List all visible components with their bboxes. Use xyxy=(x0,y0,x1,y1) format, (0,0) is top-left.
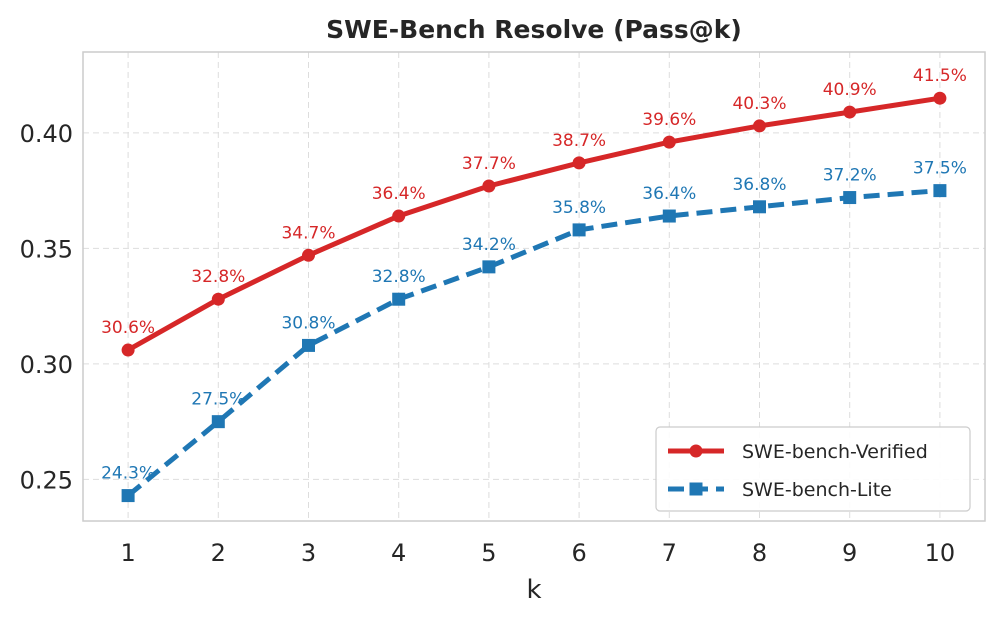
data-point xyxy=(121,343,135,357)
x-tick-label: 7 xyxy=(662,539,677,567)
data-labels: 30.6% 32.8% 34.7% 36.4% 37.7% 38.7% 39.6% 40.3%… xyxy=(101,66,967,483)
data-label: 41.5% xyxy=(913,66,967,86)
chart-title: SWE-Bench Resolve (Pass@k) xyxy=(326,15,742,44)
y-tick-label: 0.35 xyxy=(20,235,73,263)
x-tick-label: 6 xyxy=(571,539,586,567)
data-point xyxy=(482,260,496,274)
x-axis-label: k xyxy=(526,575,541,605)
data-label: 32.8% xyxy=(191,267,245,287)
data-label: 30.8% xyxy=(281,313,335,333)
data-label: 27.5% xyxy=(191,390,245,410)
data-label: 40.9% xyxy=(823,80,877,100)
x-tick-label: 5 xyxy=(481,539,496,567)
data-label: 36.8% xyxy=(732,175,786,195)
data-point xyxy=(121,489,135,503)
data-point xyxy=(572,223,586,237)
data-point xyxy=(482,179,496,193)
data-point xyxy=(211,415,225,429)
data-label: 32.8% xyxy=(372,267,426,287)
data-label: 37.5% xyxy=(913,159,967,179)
x-tick-label: 2 xyxy=(211,539,226,567)
legend-marker xyxy=(689,482,703,496)
data-point xyxy=(662,209,676,223)
y-tick-label: 0.25 xyxy=(20,466,73,494)
series-line-swe-bench-verified xyxy=(126,95,941,353)
data-point xyxy=(843,105,857,119)
data-point xyxy=(843,191,857,205)
data-label: 37.2% xyxy=(823,166,877,186)
data-label: 40.3% xyxy=(732,94,786,114)
data-point xyxy=(572,156,586,170)
y-tick-label: 0.30 xyxy=(20,351,73,379)
x-tick-label: 1 xyxy=(120,539,135,567)
data-point xyxy=(302,338,315,352)
legend-box xyxy=(655,426,971,512)
x-tick-label: 8 xyxy=(752,539,767,567)
data-point xyxy=(662,135,676,149)
x-tick-label: 3 xyxy=(301,539,316,567)
y-tick-label: 0.40 xyxy=(20,120,73,148)
series-line-swe-bench-lite xyxy=(126,188,941,498)
legend-label: SWE-bench-Verified xyxy=(742,441,928,463)
legend-marker xyxy=(689,444,703,458)
x-tick-label: 10 xyxy=(925,539,956,567)
data-label: 34.7% xyxy=(281,223,335,243)
data-point xyxy=(392,292,406,306)
data-point xyxy=(753,119,766,133)
data-point xyxy=(933,91,947,105)
data-label: 37.7% xyxy=(462,154,516,174)
legend-label: SWE-bench-Lite xyxy=(742,479,892,501)
data-label: 35.8% xyxy=(552,198,606,218)
data-point xyxy=(211,292,225,306)
axis-ticks: 1 2 3 4 5 6 7 8 9 10 0.25 0.30 0.35 0.40 xyxy=(20,120,956,567)
x-tick-label: 9 xyxy=(842,539,857,567)
data-label: 30.6% xyxy=(101,318,155,338)
series-layer xyxy=(121,91,947,503)
data-point xyxy=(392,209,406,223)
data-label: 36.4% xyxy=(372,184,426,204)
data-label: 38.7% xyxy=(552,131,606,151)
legend: SWE-bench-Verified SWE-bench-Lite xyxy=(655,426,971,512)
data-label: 39.6% xyxy=(642,110,696,130)
data-label: 34.2% xyxy=(462,235,516,255)
data-label: 24.3% xyxy=(101,464,155,484)
data-point xyxy=(933,184,947,198)
plot-frame xyxy=(82,51,986,522)
data-label: 36.4% xyxy=(642,184,696,204)
data-point xyxy=(302,248,315,262)
x-tick-label: 4 xyxy=(391,539,406,567)
data-point xyxy=(753,200,766,214)
